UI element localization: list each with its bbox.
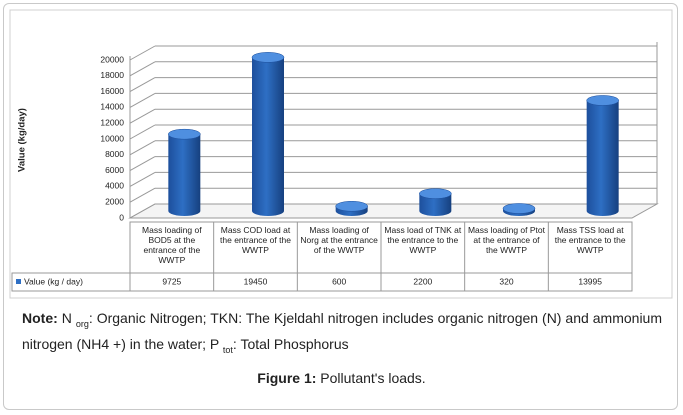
value-cell: 9725 — [162, 276, 181, 286]
grid-line — [129, 61, 156, 77]
value-cell: 320 — [499, 276, 513, 286]
category-cell: Mass loading of BOD5 at the entrance of … — [142, 225, 202, 265]
bar — [586, 95, 619, 216]
note-text: : Organic Nitrogen; TKN: The Kjeldahl ni… — [22, 310, 662, 352]
bar-cap — [335, 201, 368, 212]
category-cell: Mass loading of Norg at the entrance of … — [300, 225, 378, 255]
grid-line — [129, 171, 156, 187]
bar-cap — [502, 203, 536, 214]
category-cell: Mass loading of Ptot at the entrance of … — [467, 225, 545, 255]
value-cell: 19450 — [244, 276, 268, 286]
grid-line — [129, 92, 156, 108]
note-text: N — [57, 310, 76, 326]
bar-cap — [419, 188, 452, 199]
bar — [252, 52, 284, 217]
legend-swatch — [16, 279, 21, 284]
value-cell: 13995 — [578, 276, 602, 286]
y-tick-label: 18000 — [100, 70, 124, 80]
x-tick-label: Mass TSS load at the entrance to the WWT… — [554, 225, 626, 255]
y-tick-label: 12000 — [100, 117, 124, 127]
grid-line — [129, 108, 156, 124]
note-label: Note: — [22, 310, 58, 326]
bar — [168, 129, 201, 216]
note-text: : Total Phosphorus — [232, 335, 349, 352]
x-tick-label: Mass loading of Ptot at the entrance of … — [467, 225, 545, 255]
category-cell: Mass TSS load at the entrance to the WWT… — [554, 225, 626, 255]
x-tick-label: Mass load of TNK at the entrance to the … — [384, 225, 462, 255]
chart-border — [9, 9, 673, 299]
note: Note: N org: Organic Nitrogen; TKN: The … — [22, 308, 662, 360]
legend-label: Value (kg / day) — [24, 276, 83, 286]
y-tick-label: 4000 — [105, 181, 124, 191]
frame — [3, 3, 678, 410]
category-cell: Mass COD load at the entrance of the WWT… — [220, 225, 291, 255]
note-sub: org — [75, 318, 89, 329]
y-tick-label: 16000 — [100, 86, 124, 96]
x-tick-label: Mass loading of BOD5 at the entrance of … — [142, 225, 202, 265]
grid-line — [129, 203, 156, 219]
y-tick-label: 8000 — [105, 149, 124, 159]
bar-cap — [168, 128, 201, 140]
grid-line — [129, 187, 156, 203]
x-tick-label: Mass loading of Norg at the entrance of … — [300, 225, 378, 255]
grid-line — [129, 156, 156, 172]
x-tick-label: Mass COD load at the entrance of the WWT… — [220, 225, 291, 255]
bar-cap — [586, 95, 619, 106]
grid-line — [129, 45, 156, 61]
category-cell: Mass load of TNK at the entrance to the … — [384, 225, 462, 255]
y-axis-label: Value (kg/day) — [17, 108, 28, 172]
chart: Value (kg/day) 0 2000 4000 6000 8000 10000 120… — [9, 9, 673, 299]
y-tick-label: 0 — [119, 212, 124, 222]
caption-label: Figure 1: — [257, 370, 317, 386]
table-border — [11, 272, 131, 292]
grid-line — [129, 77, 156, 93]
y-tick-label: 20000 — [100, 54, 124, 64]
note-sub: tot — [222, 344, 233, 355]
value-cell: 2200 — [413, 276, 432, 286]
floor — [128, 203, 659, 219]
y-tick-label: 2000 — [105, 196, 124, 206]
caption-text: Pollutant's loads. — [320, 370, 426, 386]
bar-cap — [251, 52, 285, 63]
caption: Figure 1: Pollutant's loads. — [0, 370, 683, 386]
y-tick-label: 14000 — [100, 102, 124, 112]
grid-line — [129, 124, 156, 140]
value-cell: 600 — [332, 276, 346, 286]
grid-line — [129, 140, 156, 156]
y-tick-label: 6000 — [105, 165, 124, 175]
y-tick-label: 10000 — [100, 133, 124, 143]
